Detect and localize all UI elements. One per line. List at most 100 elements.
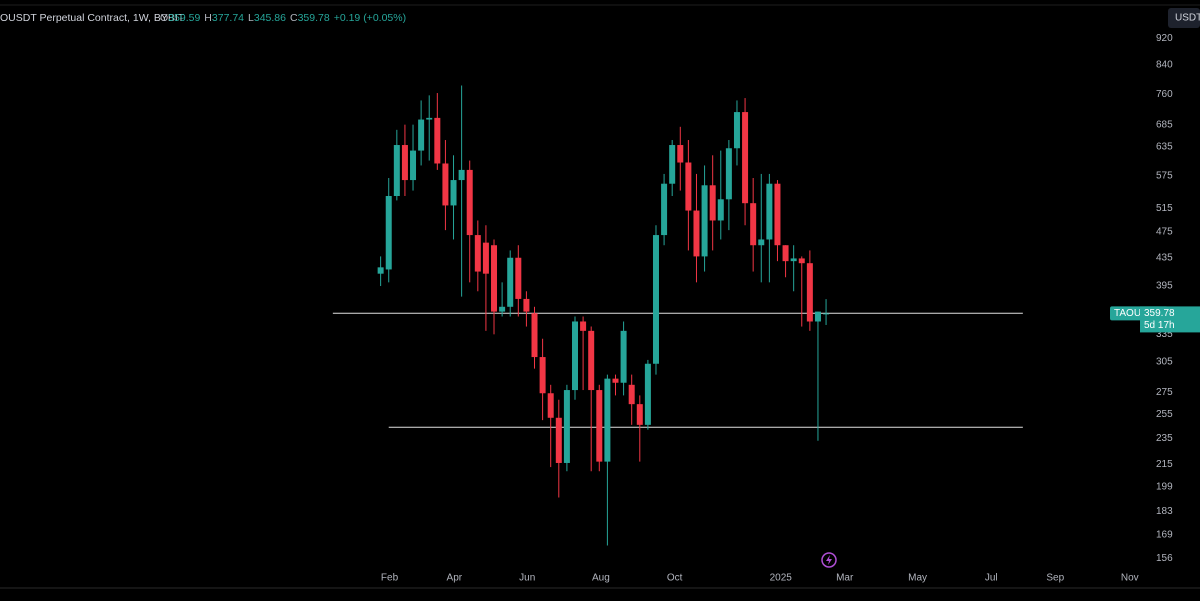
x-tick-label: Aug bbox=[592, 573, 610, 584]
ohlc-label: O bbox=[160, 12, 168, 24]
y-tick-label: 575 bbox=[1156, 171, 1173, 182]
price-label-box bbox=[1140, 306, 1200, 333]
candle-body bbox=[644, 363, 651, 425]
candle-body bbox=[701, 185, 708, 257]
candle-body bbox=[596, 390, 603, 462]
candle-body bbox=[742, 112, 749, 204]
candle-body bbox=[491, 245, 498, 312]
candle-body bbox=[685, 162, 692, 211]
candle-body bbox=[563, 390, 570, 463]
candle-body bbox=[677, 145, 684, 163]
candle-body bbox=[588, 330, 595, 391]
y-tick-label: 305 bbox=[1156, 356, 1173, 367]
candle-body bbox=[580, 321, 587, 331]
x-tick-label: Sep bbox=[1046, 573, 1064, 584]
candle-body bbox=[499, 306, 506, 312]
candle-body bbox=[620, 330, 627, 383]
y-tick-label: 335 bbox=[1156, 329, 1173, 340]
candle-body bbox=[693, 210, 700, 257]
y-tick-label: 635 bbox=[1156, 142, 1173, 153]
candle-body bbox=[669, 145, 676, 184]
x-tick-label: Oct bbox=[667, 573, 683, 584]
candle-body bbox=[442, 163, 449, 206]
candle-body bbox=[474, 235, 481, 272]
candle-body bbox=[774, 183, 781, 246]
x-tick-label: Nov bbox=[1121, 573, 1139, 584]
y-tick-label: 235 bbox=[1156, 433, 1173, 444]
y-tick-label: 183 bbox=[1156, 506, 1173, 517]
candle-body bbox=[523, 298, 530, 312]
y-tick-label: 475 bbox=[1156, 227, 1173, 238]
candle-body bbox=[555, 417, 562, 463]
ohlc-value: 359.78 bbox=[298, 12, 330, 24]
candle-body bbox=[717, 199, 724, 221]
candle-body bbox=[450, 180, 457, 206]
candle-body bbox=[636, 404, 643, 425]
candle-body bbox=[572, 321, 578, 391]
ohlc-value: 359.59 bbox=[168, 12, 200, 24]
y-tick-label: 255 bbox=[1156, 409, 1173, 420]
currency: USDT bbox=[1175, 13, 1200, 24]
candle-body bbox=[652, 235, 659, 364]
candle-body bbox=[434, 117, 441, 164]
y-tick-label: 515 bbox=[1156, 203, 1173, 214]
candle-body bbox=[401, 145, 408, 181]
ohlc-value: 377.74 bbox=[212, 12, 244, 24]
price-label: 359.78 bbox=[1144, 308, 1175, 319]
x-tick-label: Feb bbox=[381, 573, 399, 584]
candle-body bbox=[418, 119, 425, 151]
x-tick-label: Mar bbox=[836, 573, 854, 584]
candle-body bbox=[612, 378, 619, 383]
candle-body bbox=[725, 148, 732, 200]
ohlc-legend: O359.59 H377.74 L345.86 C359.78 +0.19 (+0.05… bbox=[160, 12, 406, 24]
lightning-icon bbox=[821, 552, 837, 568]
y-tick-label: 215 bbox=[1156, 459, 1173, 470]
candle-body bbox=[393, 145, 400, 197]
candle-body bbox=[466, 169, 473, 236]
candle-body bbox=[758, 239, 765, 246]
candle-body bbox=[806, 263, 813, 322]
ohlc-label: C bbox=[290, 12, 298, 24]
candle-body bbox=[628, 384, 635, 405]
candle-body bbox=[410, 150, 417, 181]
x-tick-label: May bbox=[908, 573, 927, 584]
y-tick-label: 199 bbox=[1156, 482, 1173, 493]
candle-body bbox=[733, 112, 740, 149]
candle-body bbox=[798, 258, 805, 264]
y-tick-label: 685 bbox=[1156, 119, 1173, 130]
candle-body bbox=[507, 257, 514, 307]
candle-body bbox=[531, 313, 538, 358]
currency-box bbox=[1168, 8, 1200, 28]
candle-body bbox=[782, 245, 789, 262]
chart-title: OUSDT Perpetual Contract, 1W, BYBIT bbox=[0, 12, 185, 24]
ohlc-value: 345.86 bbox=[254, 12, 286, 24]
x-tick-label: Jul bbox=[985, 573, 998, 584]
candle-body bbox=[515, 257, 522, 299]
countdown: 5d 17h bbox=[1144, 320, 1175, 331]
candle-body bbox=[539, 357, 546, 394]
candle-body bbox=[766, 183, 773, 240]
candle-body bbox=[482, 242, 489, 274]
y-tick-label: 395 bbox=[1156, 281, 1173, 292]
ohlc-label: L bbox=[248, 12, 254, 24]
y-tick-label: 840 bbox=[1156, 59, 1173, 70]
candle-body bbox=[604, 378, 611, 462]
x-tick-label: Apr bbox=[447, 573, 463, 584]
candle-body bbox=[385, 196, 392, 270]
candle-body bbox=[377, 267, 384, 274]
y-tick-label: 920 bbox=[1156, 33, 1173, 44]
ohlc-label: H bbox=[204, 12, 212, 24]
candle-body bbox=[823, 313, 830, 315]
y-tick-label: 760 bbox=[1156, 89, 1173, 100]
candle-body bbox=[661, 183, 668, 236]
candle-body bbox=[750, 203, 757, 246]
candle-body bbox=[458, 169, 465, 181]
y-tick-label: 435 bbox=[1156, 252, 1173, 263]
y-tick-label: 156 bbox=[1156, 553, 1173, 564]
candle-body bbox=[814, 311, 821, 322]
y-tick-label: 169 bbox=[1156, 530, 1173, 541]
x-tick-label: Jun bbox=[519, 573, 535, 584]
candle-body bbox=[790, 258, 797, 262]
change: +0.19 (+0.05%) bbox=[334, 12, 406, 24]
candle-body bbox=[709, 185, 716, 221]
